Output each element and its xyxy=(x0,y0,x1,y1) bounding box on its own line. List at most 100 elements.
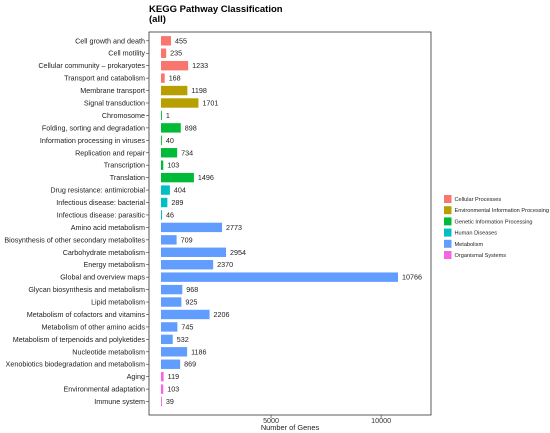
category-label: Signal transduction xyxy=(84,99,145,108)
value-label: 532 xyxy=(177,335,189,344)
bar xyxy=(161,247,227,257)
category-label: Transcription xyxy=(104,161,145,170)
bar xyxy=(161,85,188,96)
bar xyxy=(161,148,178,158)
bar xyxy=(161,73,165,83)
category-label: Metabolism of terpenoids and polyketides xyxy=(13,335,146,344)
value-label: 2206 xyxy=(214,310,230,319)
bar xyxy=(161,235,177,245)
value-label: 119 xyxy=(168,372,179,381)
bar xyxy=(161,272,398,282)
x-axis-title: Number of Genes xyxy=(261,423,320,432)
category-label: Cellular community – prokaryotes xyxy=(38,61,145,70)
category-label: Transport and catabolism xyxy=(64,74,145,83)
x-tick-label: 10000 xyxy=(371,416,391,425)
chart-title: KEGG Pathway Classification xyxy=(149,4,283,15)
category-label: Information processing in viruses xyxy=(40,136,145,145)
legend-label: Cellular Processes xyxy=(455,197,502,203)
value-label: 898 xyxy=(185,123,197,132)
value-label: 10766 xyxy=(402,273,422,282)
bar xyxy=(161,284,183,295)
category-label: Glycan biosynthesis and metabolism xyxy=(28,285,145,294)
bar xyxy=(161,110,162,121)
legend-label: Organismal Systems xyxy=(455,253,507,259)
value-label: 1198 xyxy=(191,86,206,95)
legend-swatch xyxy=(444,217,452,226)
value-label: 2954 xyxy=(230,248,246,257)
category-label: Folding, sorting and degradation xyxy=(42,123,145,132)
value-label: 289 xyxy=(171,198,183,207)
value-label: 745 xyxy=(181,322,193,331)
legend-swatch xyxy=(444,239,452,248)
value-label: 1 xyxy=(166,111,170,120)
bar xyxy=(161,60,189,71)
category-label: Cell growth and death xyxy=(75,36,145,45)
value-label: 103 xyxy=(167,161,179,170)
bar xyxy=(161,359,181,369)
value-label: 168 xyxy=(169,74,181,83)
value-label: 39 xyxy=(166,397,174,406)
bar xyxy=(161,160,164,170)
legend: Cellular Processes Environmental Informat… xyxy=(444,195,549,259)
category-label: Environmental adaptation xyxy=(63,385,145,394)
category-label: Amino acid metabolism xyxy=(71,223,145,232)
bar xyxy=(161,334,173,345)
chart-subtitle: (all) xyxy=(149,14,166,25)
category-label: Membrane transport xyxy=(80,86,145,95)
legend-label: Metabolism xyxy=(455,242,484,248)
bar xyxy=(161,347,188,357)
category-label: Biosynthesis of other secondary metaboli… xyxy=(4,235,145,244)
value-label: 1186 xyxy=(191,347,206,356)
value-label: 46 xyxy=(166,210,174,219)
value-label: 925 xyxy=(185,298,197,307)
category-label: Cell motility xyxy=(108,49,145,58)
category-label: Aging xyxy=(127,372,145,381)
x-tick-label: 5000 xyxy=(263,416,279,425)
bar xyxy=(161,197,168,208)
value-label: 455 xyxy=(175,36,187,45)
bar xyxy=(161,48,167,58)
bar xyxy=(161,297,182,307)
category-label: Energy metabolism xyxy=(83,260,145,269)
value-label: 709 xyxy=(181,235,193,244)
category-label: Translation xyxy=(110,173,145,182)
bar xyxy=(161,123,181,133)
bar xyxy=(161,309,210,320)
value-label: 1496 xyxy=(198,173,214,182)
value-label: 103 xyxy=(167,385,179,394)
bar xyxy=(161,135,162,146)
bar xyxy=(161,210,163,220)
bar xyxy=(161,396,162,407)
legend-swatch xyxy=(444,251,452,259)
bar xyxy=(161,260,214,270)
ticks-layer: 5000 10000 xyxy=(263,415,391,425)
category-label: Metabolism of other amino acids xyxy=(42,322,146,331)
bar xyxy=(161,172,194,183)
value-label: 235 xyxy=(170,49,182,58)
value-label: 869 xyxy=(184,360,196,369)
category-label: Infectious disease: bacterial xyxy=(56,198,145,207)
bar xyxy=(161,322,178,332)
legend-swatch xyxy=(444,206,452,215)
category-label: Carbohydrate metabolism xyxy=(63,248,145,257)
category-label: Immune system xyxy=(94,397,145,406)
category-label: Infectious disease: parasitic xyxy=(57,210,146,219)
bars-layer: Cell growth and death 455 Cell motility 235… xyxy=(4,36,422,407)
value-label: 1701 xyxy=(202,99,218,108)
bar xyxy=(161,371,164,382)
bar xyxy=(161,98,199,108)
bar xyxy=(161,222,223,233)
value-label: 968 xyxy=(186,285,198,294)
category-label: Global and overview maps xyxy=(60,273,145,282)
category-label: Nucleotide metabolism xyxy=(72,347,145,356)
value-label: 404 xyxy=(174,186,186,195)
category-label: Replication and repair xyxy=(75,148,146,157)
value-label: 734 xyxy=(181,148,193,157)
legend-label: Genetic Information Processing xyxy=(455,219,533,225)
category-label: Metabolism of cofactors and vitamins xyxy=(27,310,146,319)
category-label: Lipid metabolism xyxy=(91,298,145,307)
legend-swatch xyxy=(444,228,452,237)
legend-swatch xyxy=(444,195,452,203)
